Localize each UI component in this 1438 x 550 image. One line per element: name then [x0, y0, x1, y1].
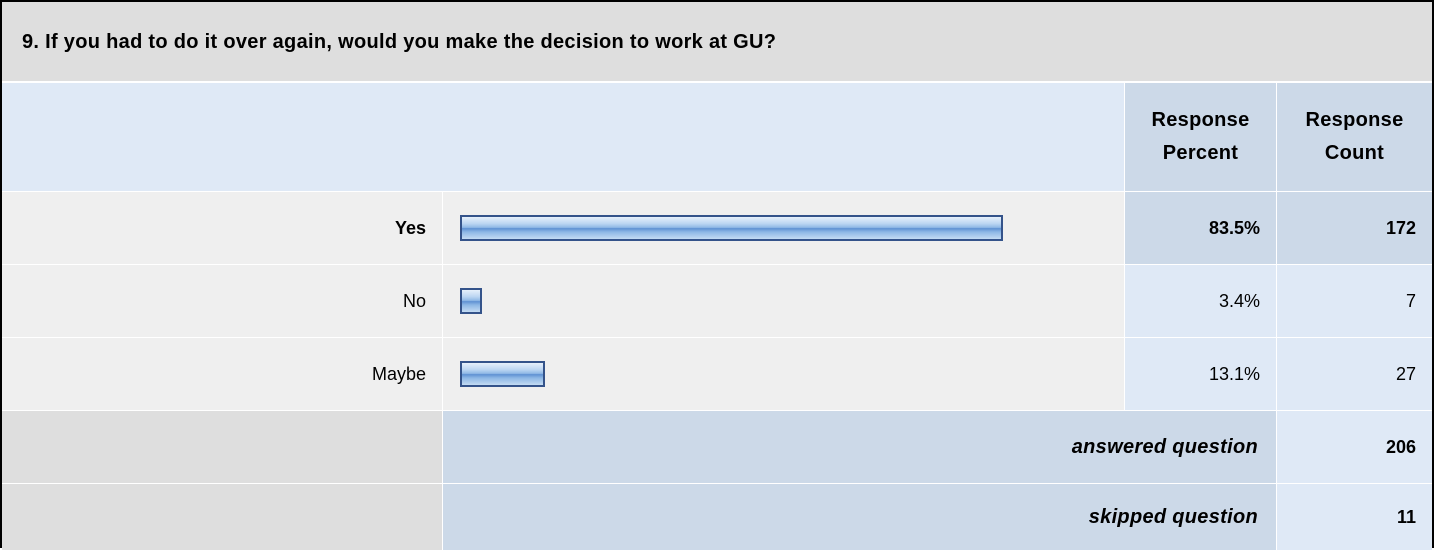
row-percent: 83.5% [1125, 192, 1276, 264]
summary-blank-cell [2, 484, 442, 550]
header-count-line2: Count [1324, 142, 1385, 164]
row-percent: 13.1% [1125, 338, 1276, 410]
row-percent: 3.4% [1125, 265, 1276, 337]
question-title-row: 9. If you had to do it over again, would… [2, 2, 1432, 82]
bar-maybe [460, 361, 545, 387]
header-blank-cell [2, 83, 1124, 191]
row-label: No [2, 265, 442, 337]
answered-question-value: 206 [1277, 411, 1432, 483]
header-percent-line1: Response [1151, 109, 1250, 131]
row-label: Maybe [2, 338, 442, 410]
question-title: 9. If you had to do it over again, would… [22, 30, 777, 53]
bar-no [460, 288, 482, 314]
header-percent-line2: Percent [1162, 142, 1239, 164]
row-count: 7 [1277, 265, 1432, 337]
skipped-question-row: skipped question 11 [2, 484, 1432, 550]
header-count-line1: Response [1305, 109, 1404, 131]
header-response-count: Response Count [1277, 83, 1432, 191]
bar-yes [460, 215, 1003, 241]
bar-cell [443, 265, 1124, 337]
summary-blank-cell [2, 411, 442, 483]
answered-question-row: answered question 206 [2, 411, 1432, 483]
row-count: 27 [1277, 338, 1432, 410]
row-label: Yes [2, 192, 442, 264]
table-row-no: No 3.4% 7 [2, 265, 1432, 337]
row-count: 172 [1277, 192, 1432, 264]
table-header-row: Response Percent Response Count [2, 83, 1432, 191]
skipped-question-value: 11 [1277, 484, 1432, 550]
table-row-maybe: Maybe 13.1% 27 [2, 338, 1432, 410]
skipped-question-label: skipped question [443, 484, 1276, 550]
bar-cell [443, 338, 1124, 410]
answered-question-label: answered question [443, 411, 1276, 483]
bar-cell [443, 192, 1124, 264]
table-row-yes: Yes 83.5% 172 [2, 192, 1432, 264]
header-response-percent: Response Percent [1125, 83, 1276, 191]
